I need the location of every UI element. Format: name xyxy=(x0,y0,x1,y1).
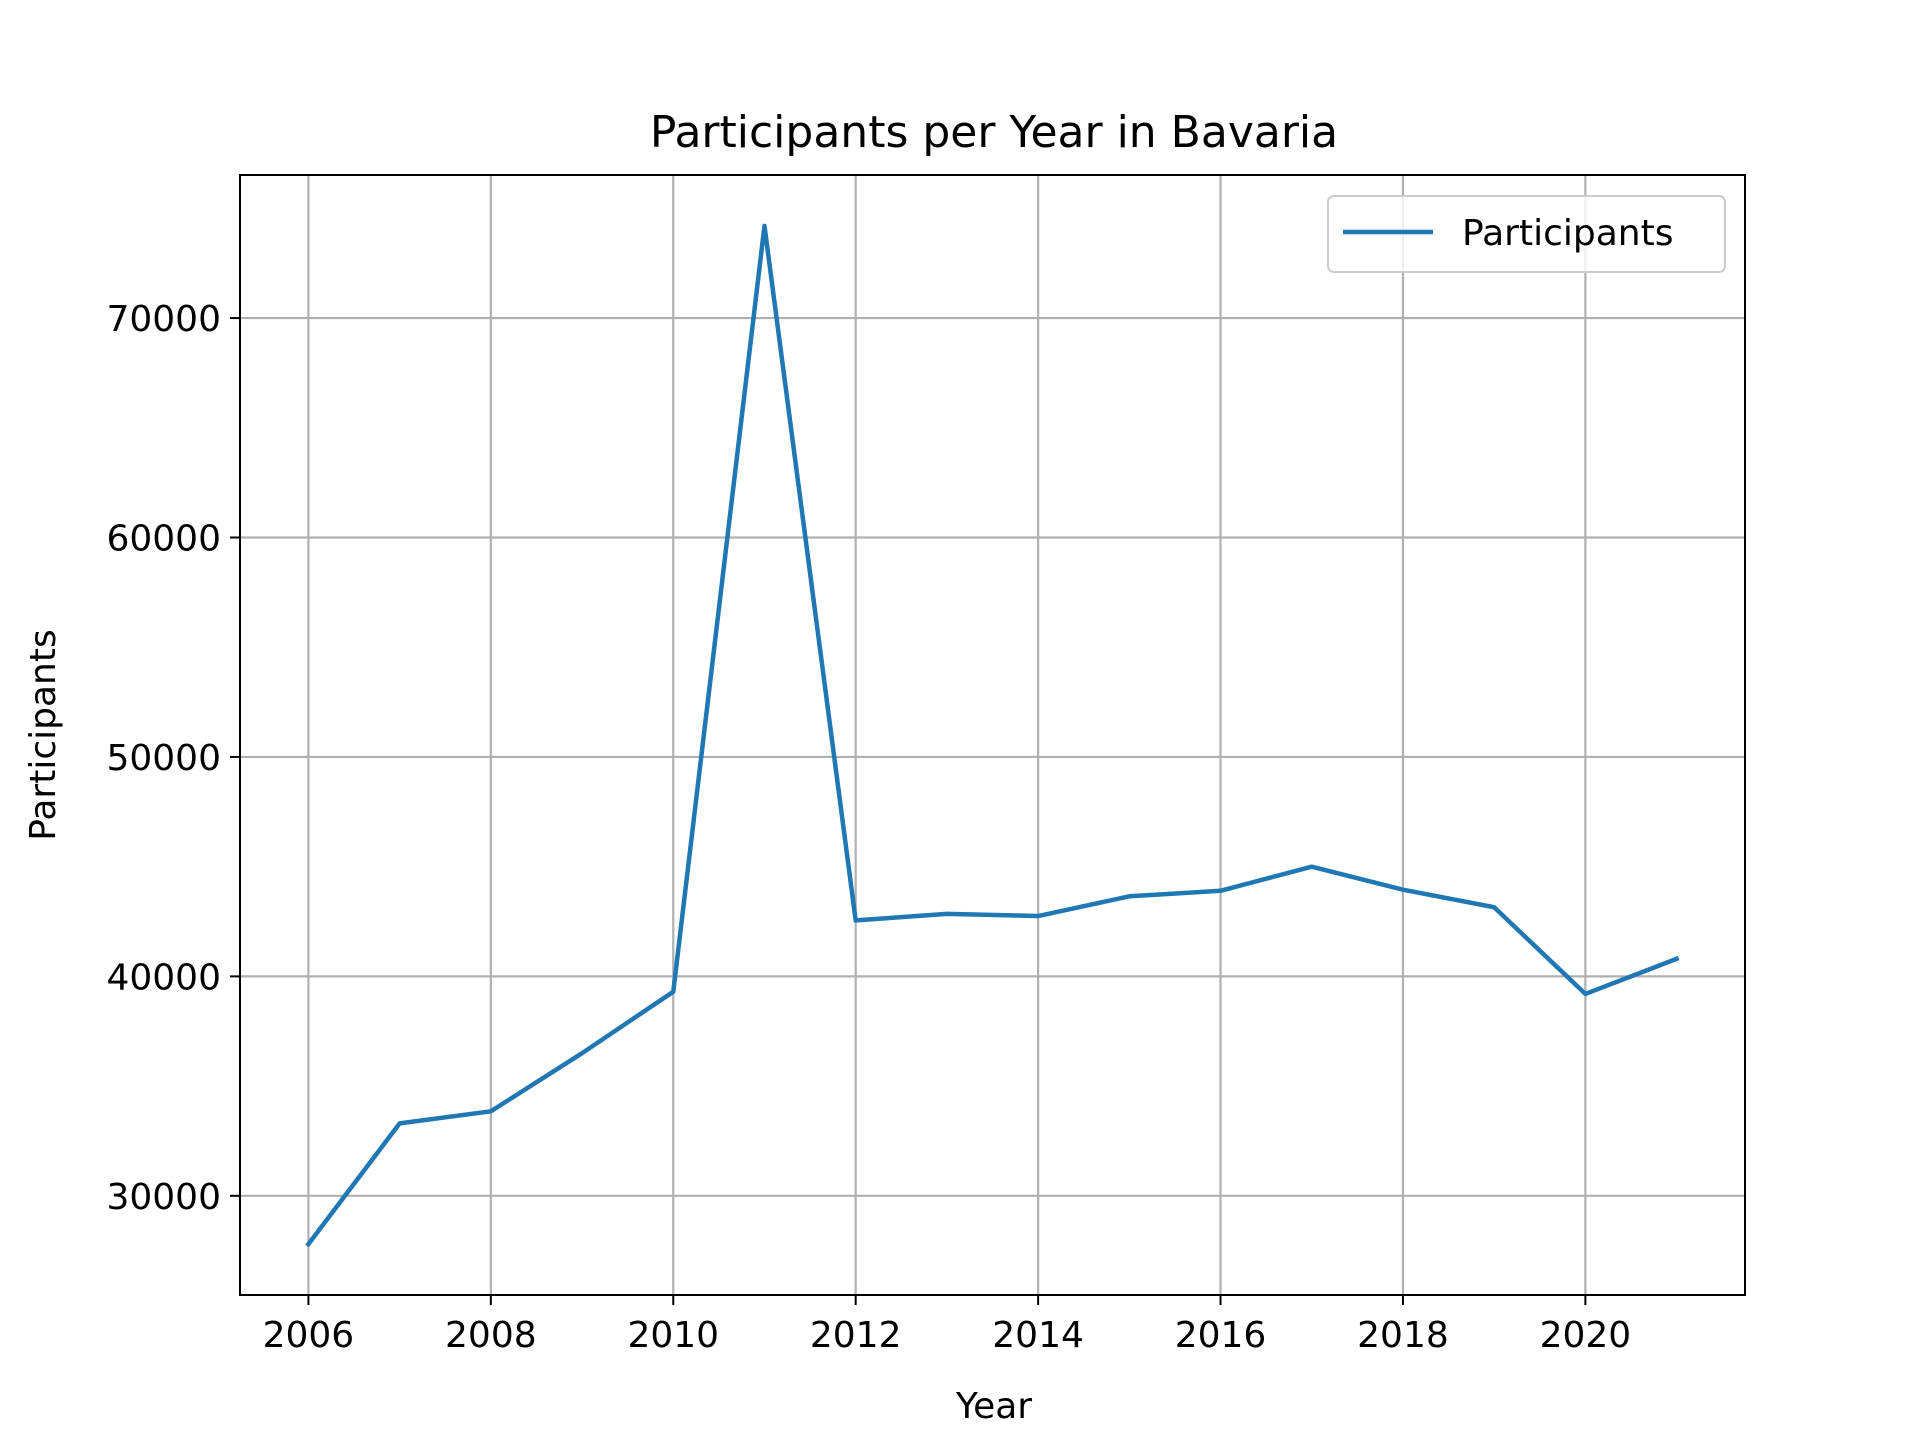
x-axis-label: Year xyxy=(955,1386,1032,1427)
plot-area-background xyxy=(240,175,1745,1295)
x-tick-label: 2012 xyxy=(810,1315,902,1356)
series-line-participants xyxy=(305,223,1680,1248)
legend-box xyxy=(1327,195,1726,273)
y-tick-label: 50000 xyxy=(106,738,221,779)
y-tick-label: 70000 xyxy=(106,299,221,340)
legend: Participants xyxy=(1327,195,1726,273)
series-layer xyxy=(305,223,1680,1248)
x-tick-label: 2008 xyxy=(445,1315,537,1356)
x-tick-label: 2010 xyxy=(627,1315,719,1356)
x-tick-label: 2014 xyxy=(992,1315,1084,1356)
x-tick-label: 2018 xyxy=(1357,1315,1449,1356)
y-axis-label: Participants xyxy=(23,629,64,840)
grid xyxy=(240,175,1745,1295)
chart-title: Participants per Year in Bavaria xyxy=(650,107,1338,158)
x-tick-label: 2016 xyxy=(1175,1315,1267,1356)
y-tick-label: 60000 xyxy=(106,519,221,560)
y-tick-label: 30000 xyxy=(106,1177,221,1218)
x-tick-label: 2020 xyxy=(1540,1315,1632,1356)
x-tick-label: 2006 xyxy=(263,1315,355,1356)
plot-frame xyxy=(239,174,1746,1296)
y-tick-label: 40000 xyxy=(106,957,221,998)
y-axis-ticks: 30000 40000 50000 60000 70000 xyxy=(106,299,240,1218)
legend-label: Participants xyxy=(1462,213,1673,254)
x-axis-ticks: 2006 2008 2010 2012 2014 2016 2018 2020 xyxy=(263,1295,1632,1356)
